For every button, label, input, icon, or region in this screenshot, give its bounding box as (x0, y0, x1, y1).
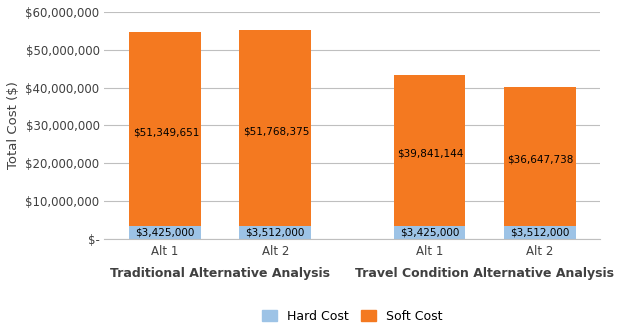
Bar (129, 226, 201, 239)
Y-axis label: Total Cost ($): Total Cost ($) (7, 82, 20, 169)
Bar (504, 87, 575, 226)
Text: $39,841,144: $39,841,144 (397, 149, 464, 159)
Bar (394, 226, 466, 239)
Text: $51,349,651: $51,349,651 (133, 128, 199, 138)
Bar (240, 30, 311, 226)
Bar (504, 226, 575, 239)
Text: $3,425,000: $3,425,000 (400, 227, 459, 238)
Text: $3,512,000: $3,512,000 (246, 227, 305, 237)
Legend: Hard Cost, Soft Cost: Hard Cost, Soft Cost (257, 305, 448, 328)
Text: $51,768,375: $51,768,375 (243, 127, 310, 137)
Bar (129, 32, 201, 226)
Text: $3,512,000: $3,512,000 (510, 227, 570, 237)
Text: $3,425,000: $3,425,000 (135, 227, 195, 238)
Text: $36,647,738: $36,647,738 (507, 154, 574, 164)
Bar (240, 226, 311, 239)
Bar (394, 75, 466, 226)
